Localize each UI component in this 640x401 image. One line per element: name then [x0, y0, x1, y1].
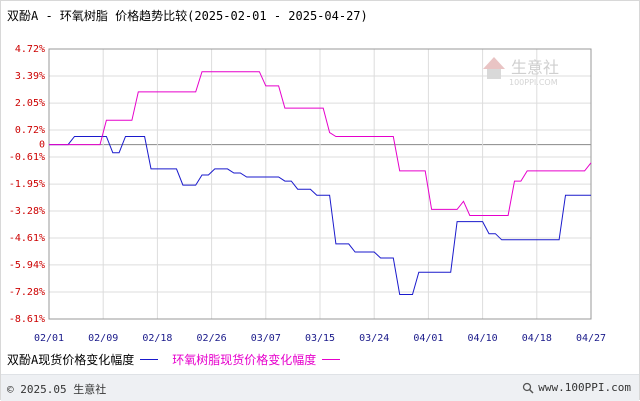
legend-label: 环氧树脂现货价格变化幅度: [172, 353, 317, 367]
x-tick-label: 04/10: [468, 333, 498, 344]
grid: [48, 48, 592, 320]
x-tick-label: 02/09: [88, 333, 118, 344]
series-lines: [49, 71, 592, 295]
y-tick-label: -5.94%: [9, 260, 45, 271]
series-line-bisphenol-a: [49, 136, 591, 295]
legend-item-bisphenol-a: 双酚A现货价格变化幅度: [7, 351, 159, 368]
legend: 双酚A现货价格变化幅度 环氧树脂现货价格变化幅度: [7, 351, 354, 368]
house-logo-body: [487, 69, 501, 79]
y-tick-label: -1.95%: [9, 179, 45, 190]
y-tick-label: 2.05%: [15, 98, 45, 109]
y-tick-label: -8.61%: [9, 314, 45, 325]
magnifier-icon: [523, 382, 534, 394]
legend-label: 双酚A现货价格变化幅度: [7, 353, 135, 367]
x-tick-label: 02/26: [197, 333, 227, 344]
site-url: www.100PPI.com: [538, 381, 631, 394]
footer-bar: © 2025.05 生意社 www.100PPI.com: [1, 374, 639, 401]
x-tick-label: 02/18: [142, 333, 172, 344]
y-tick-label: 0: [39, 140, 45, 151]
y-tick-label: -0.61%: [9, 152, 45, 163]
y-axis-ticks: 4.72% 3.39% 2.05% 0.72% 0-0.61% -1.95% -3.28% -…: [9, 44, 45, 325]
copyright-text: © 2025.05 生意社: [7, 383, 107, 396]
x-tick-label: 03/24: [359, 333, 389, 344]
y-tick-label: 4.72%: [15, 44, 45, 55]
x-tick-label: 04/27: [576, 333, 606, 344]
house-logo-icon: [483, 57, 505, 69]
legend-swatch: [140, 359, 159, 360]
series-line-epoxy-resin: [49, 71, 592, 216]
x-axis-ticks: 02/01 02/09 02/18 02/26 03/07 03/15 03/24 04/01…: [34, 333, 606, 344]
y-tick-label: 0.72%: [15, 125, 45, 136]
y-tick-label: -4.61%: [9, 233, 45, 244]
watermark-brand: 生意社: [511, 58, 559, 77]
y-tick-label: 3.39%: [15, 71, 45, 82]
x-tick-label: 04/01: [413, 333, 443, 344]
x-tick-label: 03/15: [305, 333, 335, 344]
x-tick-label: 04/18: [522, 333, 552, 344]
legend-item-epoxy-resin: 环氧树脂现货价格变化幅度: [172, 351, 341, 368]
legend-swatch: [322, 359, 341, 360]
chart-title: 双酚A - 环氧树脂 价格趋势比较(2025-02-01 - 2025-04-2…: [7, 9, 368, 23]
x-tick-label: 03/07: [251, 333, 281, 344]
plot-area: [48, 48, 592, 320]
y-tick-label: -7.28%: [9, 287, 45, 298]
watermark-url: 100PPI.COM: [509, 78, 558, 87]
y-tick-label: -3.28%: [9, 206, 45, 217]
site-link[interactable]: www.100PPI.com: [522, 381, 631, 394]
x-tick-label: 02/01: [34, 333, 64, 344]
